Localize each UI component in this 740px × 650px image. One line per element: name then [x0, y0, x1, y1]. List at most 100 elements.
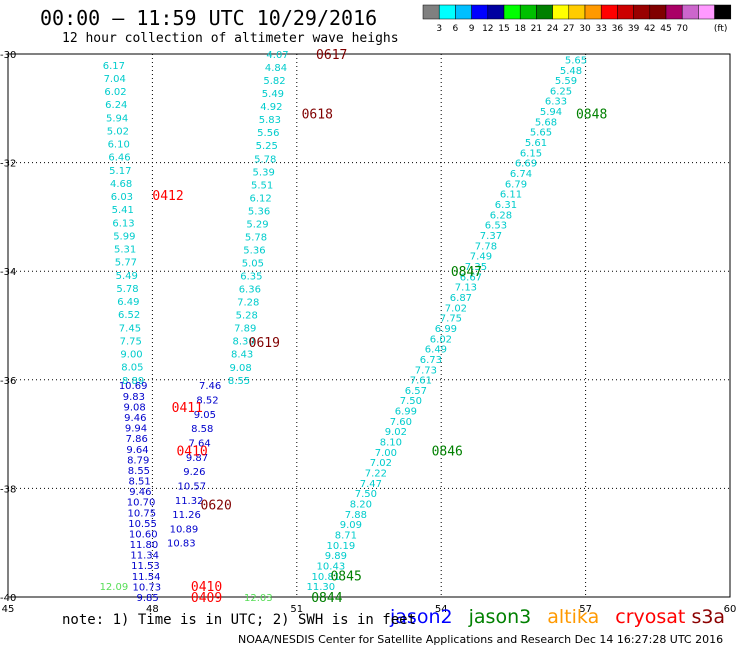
colorbar-cell [617, 4, 634, 20]
satellite-legend: jason2 jason3 altika cryosat s3a [390, 606, 735, 628]
swh-value: 5.36 [248, 206, 270, 217]
y-tick-label: -30 [0, 50, 16, 61]
swh-value: 5.36 [243, 245, 265, 256]
colorbar-cell [681, 4, 699, 20]
swh-value: 5.61 [525, 138, 547, 149]
swh-value: 7.64 [189, 438, 211, 449]
colorbar-cell [422, 4, 440, 20]
x-tick-label: 60 [724, 604, 737, 615]
swh-value: 8.55 [228, 376, 250, 387]
swh-value: 8.71 [335, 531, 357, 542]
swh-value: 6.69 [515, 159, 537, 170]
colorbar-label: 33 [595, 24, 606, 34]
swh-value: 8.43 [231, 350, 253, 361]
swh-value: 5.68 [535, 117, 557, 128]
colorbar-label: 27 [563, 24, 574, 34]
swh-value: 5.83 [259, 115, 281, 126]
swh-value: 5.65 [530, 128, 552, 139]
swh-value: 11.26 [172, 510, 201, 521]
swh-value: 9.05 [194, 410, 216, 421]
pass-time-label: 0845 [330, 569, 361, 584]
colorbar-label: 9 [469, 24, 475, 34]
swh-value: 7.60 [390, 417, 412, 428]
swh-value: 5.17 [109, 166, 131, 177]
swh-value: 9.83 [123, 392, 145, 403]
swh-value: 6.74 [510, 169, 532, 180]
swh-value: 9.89 [325, 551, 347, 562]
swh-value: 7.35 [465, 262, 487, 273]
swh-value: 10.73 [133, 582, 162, 593]
swh-value: 7.50 [400, 396, 422, 407]
swh-value: 8.10 [380, 438, 402, 449]
y-tick-label: -38 [0, 484, 16, 495]
y-tick-label: -40 [0, 593, 16, 604]
swh-value: 8.51 [129, 477, 151, 488]
swh-value: 7.86 [126, 434, 148, 445]
swh-value: 5.94 [106, 113, 128, 124]
swh-value: 6.49 [425, 345, 447, 356]
swh-value: 7.04 [104, 74, 126, 85]
swh-value: 6.02 [104, 87, 126, 98]
swh-value: 5.41 [112, 205, 134, 216]
colorbar-cell [503, 4, 521, 20]
swh-value: 7.78 [475, 241, 497, 252]
swh-value: 5.29 [246, 219, 268, 230]
colorbar-label: 12 [482, 24, 493, 34]
swh-value: 7.47 [360, 479, 382, 490]
colorbar-label: 21 [531, 24, 542, 34]
swh-value-high: 12.03 [244, 593, 273, 604]
swh-value: 5.56 [257, 128, 279, 139]
colorbar-cell [649, 4, 667, 20]
swh-value: 9.08 [123, 402, 145, 413]
swh-value: 10.69 [119, 381, 148, 392]
swh-value: 9.94 [125, 424, 147, 435]
pass-time-label: 0409 [191, 591, 222, 606]
swh-value: 6.03 [111, 192, 133, 203]
footer-note: note: 1) Time is in UTC; 2) SWH is in fe… [62, 612, 417, 628]
x-tick-label: 45 [2, 604, 15, 615]
swh-value: 6.15 [520, 148, 542, 159]
swh-value: 6.99 [435, 324, 457, 335]
swh-value: 6.35 [240, 272, 262, 283]
pass-time-label: 0410 [191, 580, 222, 595]
swh-value: 6.73 [420, 355, 442, 366]
swh-value: 10.19 [327, 541, 356, 552]
swh-value: 5.49 [116, 271, 138, 282]
swh-value: 7.45 [119, 323, 141, 334]
swh-value: 5.78 [116, 284, 138, 295]
swh-value: 7.49 [470, 252, 492, 263]
swh-value: 5.48 [560, 66, 582, 77]
page-title: 00:00 – 11:59 UTC 10/29/2016 [40, 6, 378, 30]
swh-value: 8.79 [127, 455, 149, 466]
colorbar-cell [568, 4, 586, 20]
swh-value: 9.64 [126, 445, 148, 456]
swh-value: 11.80 [130, 540, 159, 551]
swh-value: 9.09 [340, 520, 362, 531]
colorbar-cell [584, 4, 602, 20]
swh-value: 7.00 [375, 448, 397, 459]
colorbar-cell [519, 4, 537, 20]
swh-value: 7.37 [480, 231, 502, 242]
swh-value: 6.52 [118, 310, 140, 321]
colorbar-label: 39 [628, 24, 640, 34]
swh-value: 7.28 [237, 298, 259, 309]
swh-value: 6.25 [550, 86, 572, 97]
satellite-jason3: jason3 [468, 606, 532, 628]
swh-value: 10.83 [167, 539, 196, 550]
swh-value: 6.11 [500, 190, 522, 201]
swh-value: 9.85 [136, 593, 158, 604]
pass-time-label: 0411 [172, 401, 203, 416]
swh-value: 6.28 [490, 210, 512, 221]
swh-value: 11.53 [131, 561, 160, 572]
swh-value: 6.24 [105, 100, 127, 111]
x-tick-label: 51 [290, 604, 303, 615]
swh-value: 6.36 [239, 285, 261, 296]
satellite-s3a: s3a [691, 606, 726, 628]
colorbar-cell [552, 4, 570, 20]
colorbar-cell [714, 4, 732, 20]
swh-value: 5.49 [262, 89, 284, 100]
colorbar-label: 24 [547, 24, 559, 34]
swh-value: 6.13 [112, 218, 134, 229]
colorbar-cell [600, 4, 618, 20]
